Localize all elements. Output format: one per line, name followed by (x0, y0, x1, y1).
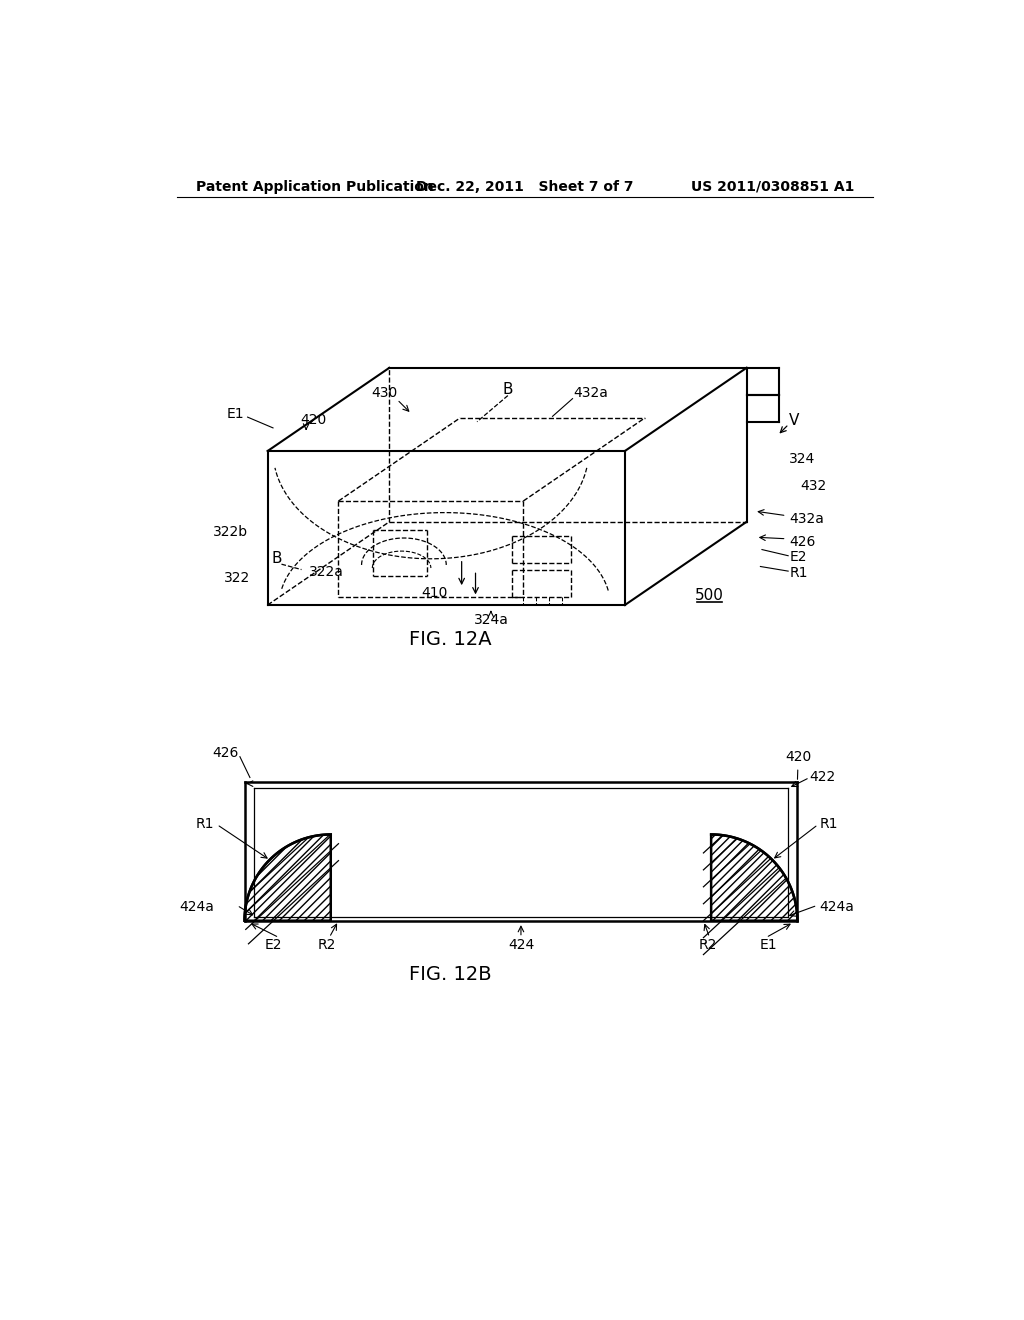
Text: 432: 432 (801, 479, 826, 492)
Text: 322a: 322a (309, 565, 344, 579)
Text: R1: R1 (196, 817, 214, 832)
Text: 430: 430 (372, 387, 397, 400)
Text: 322b: 322b (212, 525, 248, 539)
Text: R1: R1 (790, 566, 808, 579)
Text: 420: 420 (785, 751, 811, 779)
Text: FIG. 12A: FIG. 12A (409, 630, 492, 649)
Text: V: V (790, 413, 800, 428)
Text: 424: 424 (508, 939, 535, 952)
Text: 322: 322 (223, 572, 250, 585)
Text: B: B (503, 381, 513, 397)
Text: E1: E1 (227, 407, 245, 421)
Text: 426: 426 (790, 535, 816, 549)
Polygon shape (711, 834, 798, 921)
Text: 420: 420 (300, 413, 327, 428)
Text: 500: 500 (695, 589, 724, 603)
Text: 432a: 432a (790, 512, 824, 525)
Text: US 2011/0308851 A1: US 2011/0308851 A1 (691, 180, 854, 194)
Text: 424a: 424a (819, 900, 855, 913)
Text: Patent Application Publication: Patent Application Publication (196, 180, 434, 194)
Text: FIG. 12B: FIG. 12B (409, 965, 492, 985)
Text: Dec. 22, 2011   Sheet 7 of 7: Dec. 22, 2011 Sheet 7 of 7 (416, 180, 634, 194)
Text: B: B (271, 552, 282, 566)
Text: R2: R2 (698, 939, 717, 952)
Text: 324a: 324a (473, 614, 508, 627)
Text: 324: 324 (788, 451, 815, 466)
Text: 422: 422 (810, 771, 836, 784)
Polygon shape (245, 834, 331, 921)
Text: E2: E2 (264, 939, 282, 952)
Text: R2: R2 (317, 939, 336, 952)
Text: 410: 410 (422, 586, 447, 601)
Text: 426: 426 (212, 746, 239, 760)
Text: 424a: 424a (179, 900, 214, 913)
Text: E2: E2 (790, 550, 807, 564)
Text: R1: R1 (819, 817, 839, 832)
Text: E1: E1 (760, 939, 777, 952)
Text: 432a: 432a (573, 387, 608, 400)
